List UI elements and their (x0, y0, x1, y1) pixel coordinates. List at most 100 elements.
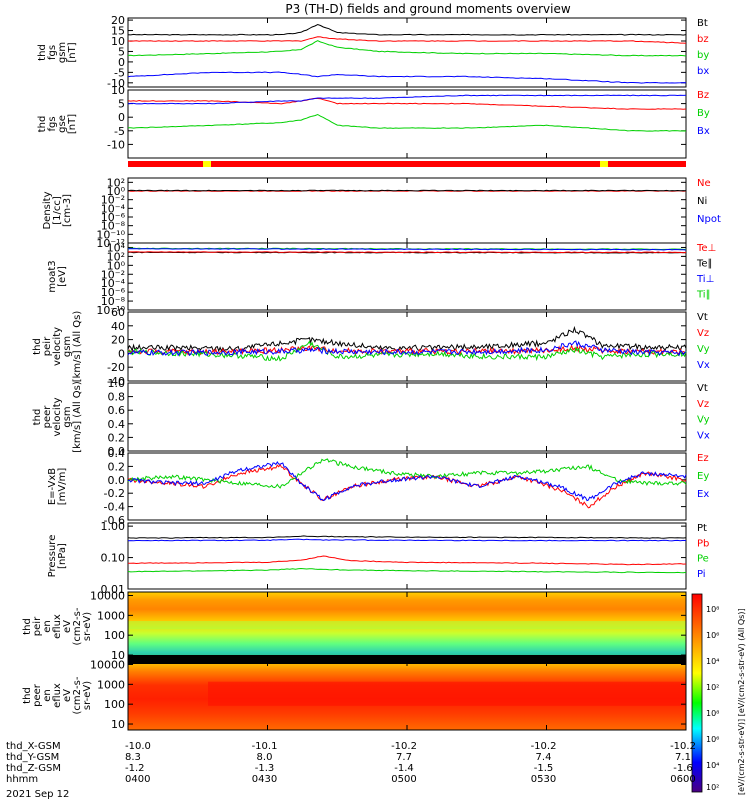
orbit-value-z: -1.3 (255, 763, 275, 774)
legend-entry: Vz (697, 399, 709, 410)
y-tick-label: 0.8 (108, 391, 126, 404)
y-axis-label: thd fgs gse [nT] (37, 114, 78, 134)
y-tick-label: 10⁻⁶ (101, 211, 126, 224)
legend-entry: bx (697, 66, 709, 77)
y-axis-label-line: eflux (52, 683, 63, 708)
y-tick-label: 0.2 (108, 460, 126, 473)
y-tick-label: 5 (118, 98, 125, 111)
orbit-value-y: 7.7 (396, 752, 412, 763)
y-tick-label: 10⁻⁴ (101, 202, 126, 215)
panel-frame (127, 382, 687, 452)
y-tick-label: 10 (111, 649, 125, 662)
legend-entry: Ne (697, 178, 711, 189)
y-tick-label: 10⁰ (107, 259, 126, 272)
series-line-Bx (127, 94, 687, 105)
y-tick-label: 10⁻⁶ (101, 286, 126, 299)
legend-entry: Vz (697, 328, 709, 339)
y-tick-label: -5 (114, 66, 125, 79)
orbit-value-y: 8.0 (257, 752, 273, 763)
legend-entry: Te∥ (696, 259, 713, 270)
y-axis-label-line: [nPa] (57, 543, 68, 569)
y-axis-label-line: [nT] (67, 114, 78, 134)
orbit-value-x: -10.2 (531, 741, 557, 752)
date-label: 2021 Sep 12 (6, 789, 69, 800)
orbit-value-z: -1.2 (125, 763, 145, 774)
y-tick-label: 100 (104, 698, 125, 711)
y-axis-label-line: eV (62, 689, 73, 702)
y-tick-label: 10² (107, 250, 125, 263)
legend-entry: Vx (697, 360, 710, 371)
y-tick-label: -20 (107, 361, 125, 374)
y-tick-label: 1000 (97, 678, 125, 691)
y-axis-label-line: en (42, 620, 53, 633)
y-tick-label: 10⁻² (101, 194, 125, 207)
y-tick-label: -0.6 (104, 514, 125, 527)
y-axis-label: thd peir en eflux eV (cm2-s-sr-eV) (22, 607, 93, 645)
y-tick-label: -10 (107, 77, 125, 90)
legend-entry: Vy (697, 415, 710, 426)
y-tick-label: 10⁻¹⁰ (96, 304, 125, 317)
y-axis-label-line: sr-eV) (82, 612, 93, 641)
colorbar-tick-4: 10² (706, 683, 719, 692)
panel-frame (127, 452, 687, 521)
series-line-Te⊥ (127, 251, 687, 254)
legend-entry: Bt (697, 18, 708, 29)
y-tick-label: 0 (118, 56, 125, 69)
orbit-value-t: 0600 (670, 774, 695, 785)
legend-entry: Pb (697, 538, 709, 549)
y-tick-label: 10⁻² (101, 268, 125, 281)
y-axis-label: thd fgs gsm [nT] (37, 42, 78, 63)
y-tick-label: 10⁻⁴ (101, 277, 126, 290)
y-tick-label: 60 (111, 306, 125, 319)
series-line-Vt (127, 325, 687, 353)
orbit-value-x: -10.2 (391, 741, 417, 752)
orbit-ephemeris-table: thd_X-GSMthd_Y-GSMthd_Z-GSMhhmm-10.08.3-… (6, 741, 696, 785)
y-axis-label-line: eV (62, 620, 73, 633)
series-line-Ey (127, 458, 687, 489)
series-line-Ne (127, 190, 687, 192)
y-tick-label: 10 (111, 35, 125, 48)
legend-entry: Vt (697, 312, 708, 323)
colorbar-label: [eV/(cm2-s-str-eV)] [eV/(cm2-s-str-eV) (… (737, 608, 746, 795)
colorbar-tick-8: 10² (706, 783, 719, 792)
flag-marker-2 (600, 161, 608, 167)
y-tick-label: 0.0 (108, 474, 126, 487)
y-axis-label-line: [cm-3] (62, 194, 73, 227)
flag-bar-red (128, 161, 686, 167)
panel-frame (127, 177, 687, 244)
y-axis-label-line: peir (32, 616, 43, 636)
colorbar-tick-2: 10⁶ (706, 631, 719, 640)
y-tick-label: 10 (111, 84, 125, 97)
y-axis-label-line: moat3 (47, 260, 58, 292)
orbit-row-label: thd_Z-GSM (6, 763, 61, 774)
y-axis-label-line: E=-VxB (47, 468, 58, 505)
series-line-Ex (127, 461, 687, 502)
colorbar-gradient (691, 593, 703, 793)
legend-entry: Pt (697, 523, 707, 534)
y-axis-label-line: velocity (52, 327, 63, 366)
legend-entry: Pi (697, 569, 706, 580)
series-line-Bz (127, 97, 687, 110)
y-axis-label-line: gse (57, 115, 68, 133)
y-axis-label-line: [1/cc] (52, 196, 63, 225)
panel-3: 10²10⁰10⁻²10⁻⁴10⁻⁶10⁻⁸10⁻¹⁰10⁻¹²Density[… (42, 176, 721, 250)
y-tick-label: 100 (104, 629, 125, 642)
orbit-row-label: hhmm (6, 774, 38, 785)
y-axis-label-line: thd (22, 618, 33, 635)
legend-entry: Vx (697, 430, 710, 441)
y-tick-label: 1.00 (101, 520, 126, 533)
figure-title: P3 (TH-D) fields and ground moments over… (285, 2, 570, 16)
y-axis-label-line: peir (42, 336, 53, 356)
y-tick-label: 10⁻¹² (96, 237, 125, 250)
y-axis-label-line: [km/s] (All Qs) (72, 311, 83, 383)
orbit-value-t: 0500 (391, 774, 416, 785)
legend-entry: by (697, 50, 709, 61)
y-axis-label-line: sr-eV) (82, 681, 93, 710)
y-axis-label-line: Density (42, 191, 53, 229)
panel-10: 10000 1000 100 10 thd peer en eflux eV (cm2-s-sr-… (22, 658, 687, 731)
colorbar: 10⁸ 10⁶ 10⁴ 10² 10⁸ 10⁶ 10⁴ 10² [eV/(cm2… (691, 593, 746, 795)
y-axis-label-line: gsm (62, 336, 73, 357)
